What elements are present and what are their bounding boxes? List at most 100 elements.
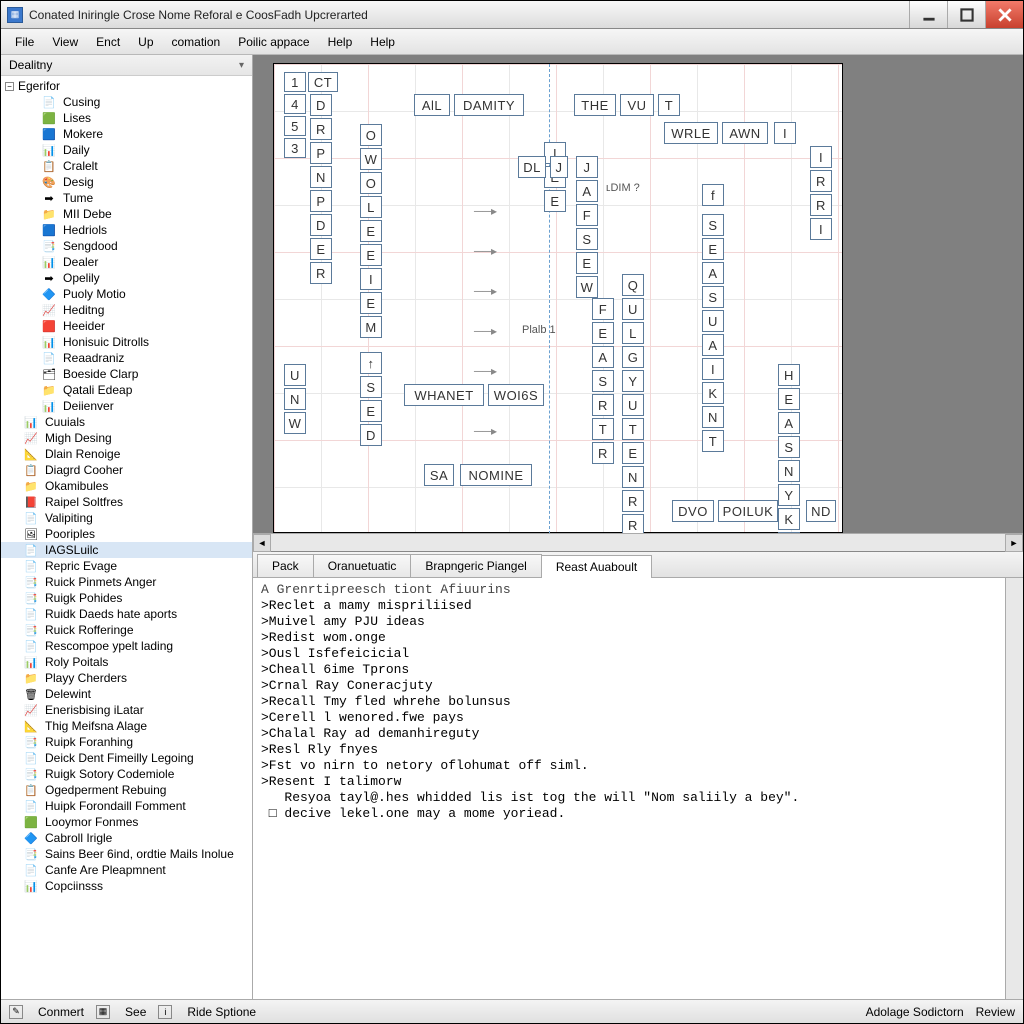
canvas-box[interactable]: N (622, 466, 644, 488)
tab-oranuetuatic[interactable]: Oranuetuatic (313, 554, 412, 577)
minimize-button[interactable] (909, 1, 947, 28)
canvas-box[interactable]: 1 (284, 72, 306, 92)
tree-item[interactable]: 📑Ruigk Sotory Codemiole (1, 766, 252, 782)
canvas-box[interactable]: AWN (722, 122, 768, 144)
canvas-box[interactable]: 5 (284, 116, 306, 136)
canvas-box[interactable]: 4 (284, 94, 306, 114)
menu-help[interactable]: Help (362, 33, 403, 51)
tree-item[interactable]: 🎨Desig (1, 174, 252, 190)
menu-up[interactable]: Up (130, 33, 161, 51)
canvas-box[interactable]: CT (308, 72, 338, 92)
editor-vscroll[interactable] (1005, 578, 1023, 999)
canvas-box[interactable]: D (360, 424, 382, 446)
canvas-box[interactable]: S (592, 370, 614, 392)
canvas-box[interactable]: DAMITY (454, 94, 524, 116)
tree-item[interactable]: 📑Ruipk Foranhing (1, 734, 252, 750)
canvas-box[interactable]: I (810, 146, 832, 168)
horizontal-scrollbar[interactable]: ◄ ► (253, 533, 1023, 551)
canvas-box[interactable]: U (622, 298, 644, 320)
canvas-box[interactable]: A (576, 180, 598, 202)
tree-item[interactable]: 📁Okamibules (1, 478, 252, 494)
canvas-box[interactable]: NOMINE (460, 464, 532, 486)
canvas-box[interactable]: P (310, 190, 332, 212)
menu-view[interactable]: View (44, 33, 86, 51)
tree-item[interactable]: 📑Sains Beer 6ind, ordtie Mails Inolue (1, 846, 252, 862)
canvas-box[interactable]: E (360, 400, 382, 422)
canvas-box[interactable]: ND (806, 500, 836, 522)
canvas-box[interactable]: E (702, 238, 724, 260)
tree-view[interactable]: − Egerifor 📄Cusing🟩Lises🟦Mokere📊Daily📋Cr… (1, 76, 252, 999)
canvas-box[interactable]: I (810, 218, 832, 240)
canvas-box[interactable]: K (702, 382, 724, 404)
canvas-box[interactable]: E (360, 292, 382, 314)
tree-item[interactable]: 📁Playy Cherders (1, 670, 252, 686)
tree-item[interactable]: 🟩Looymor Fonmes (1, 814, 252, 830)
canvas-box[interactable]: Y (622, 370, 644, 392)
canvas-box[interactable]: U (702, 310, 724, 332)
canvas-box[interactable]: POILUK (718, 500, 778, 522)
canvas-box[interactable]: A (778, 412, 800, 434)
canvas-box[interactable]: WRLE (664, 122, 718, 144)
menu-poilic-appace[interactable]: Poilic appace (230, 33, 317, 51)
tab-brapngeric-piangel[interactable]: Brapngeric Piangel (410, 554, 541, 577)
canvas-box[interactable]: E (310, 238, 332, 260)
canvas-box[interactable]: W (360, 148, 382, 170)
tree-item[interactable]: 📕Raipel Soltfres (1, 494, 252, 510)
canvas-box[interactable]: R (810, 194, 832, 216)
canvas-box[interactable]: Y (778, 484, 800, 506)
tree-item[interactable]: 📊Copciinsss (1, 878, 252, 894)
canvas-box[interactable]: O (360, 172, 382, 194)
canvas-box[interactable]: S (778, 436, 800, 458)
canvas-box[interactable]: W (576, 276, 598, 298)
canvas-box[interactable]: I (702, 358, 724, 380)
tree-item[interactable]: 📋Diagrd Cooher (1, 462, 252, 478)
tree-item[interactable]: 📄Huipk Forondaill Fomment (1, 798, 252, 814)
canvas-box[interactable]: N (778, 460, 800, 482)
tree-item[interactable]: 📊Daily (1, 142, 252, 158)
tree-item[interactable]: 📄Ruidk Daeds hate aports (1, 606, 252, 622)
tree-item[interactable]: ➡Opelily (1, 270, 252, 286)
tree-item[interactable]: 📑Sengdood (1, 238, 252, 254)
tree-item[interactable]: 📊Dealer (1, 254, 252, 270)
scroll-left-button[interactable]: ◄ (253, 534, 271, 552)
canvas-box[interactable]: R (310, 262, 332, 284)
canvas-box[interactable]: VU (620, 94, 654, 116)
canvas-box[interactable]: R (810, 170, 832, 192)
tree-item[interactable]: 📁MII Debe (1, 206, 252, 222)
canvas-box[interactable]: R (622, 514, 644, 533)
canvas-box[interactable]: E (778, 388, 800, 410)
status-adolage[interactable]: Adolage Sodictorn (866, 1005, 964, 1019)
tree-item[interactable]: 🔷Cabroll Irigle (1, 830, 252, 846)
tree-item[interactable]: 🗑Delewint (1, 686, 252, 702)
canvas-box[interactable]: T (702, 430, 724, 452)
design-canvas[interactable]: 1CT453DRPNPDEROWOLEEIEM↑SEDAlLDAMITYTHEV… (273, 63, 843, 533)
canvas-box[interactable]: M (360, 316, 382, 338)
canvas-box[interactable]: WOI6S (488, 384, 544, 406)
collapse-icon[interactable]: ▾ (239, 60, 244, 71)
canvas-box[interactable]: N (310, 166, 332, 188)
canvas-box[interactable]: WHANET (404, 384, 484, 406)
scroll-right-button[interactable]: ► (1005, 534, 1023, 552)
tree-item[interactable]: 📈Enerisbising iLatar (1, 702, 252, 718)
canvas-box[interactable]: SA (424, 464, 454, 486)
canvas-box[interactable]: E (592, 322, 614, 344)
canvas-box[interactable]: H (778, 364, 800, 386)
tree-item[interactable]: 🟥Heeider (1, 318, 252, 334)
menu-file[interactable]: File (7, 33, 42, 51)
tree-item[interactable]: 📄Repric Evage (1, 558, 252, 574)
tree-item[interactable]: 📄Canfe Are Pleapmnent (1, 862, 252, 878)
canvas-box[interactable]: T (622, 418, 644, 440)
canvas-box[interactable]: E (360, 220, 382, 242)
status-see[interactable]: See (125, 1005, 146, 1019)
tree-item[interactable]: 📈Migh Desing (1, 430, 252, 446)
tree-item[interactable]: 📑Ruigk Pohides (1, 590, 252, 606)
close-button[interactable] (985, 1, 1023, 28)
tree-item[interactable]: 🖼Pooriples (1, 526, 252, 542)
editor-pane[interactable]: A Grenrtipreesch tiont Afiuurins >Reclet… (253, 578, 1023, 999)
tree-item[interactable]: 📊Deiienver (1, 398, 252, 414)
tab-pack[interactable]: Pack (257, 554, 314, 577)
tree-item[interactable]: 🗂Boeside Clarp (1, 366, 252, 382)
canvas-box[interactable]: G (622, 346, 644, 368)
canvas-box[interactable]: W (284, 412, 306, 434)
expand-icon[interactable]: − (5, 82, 14, 91)
